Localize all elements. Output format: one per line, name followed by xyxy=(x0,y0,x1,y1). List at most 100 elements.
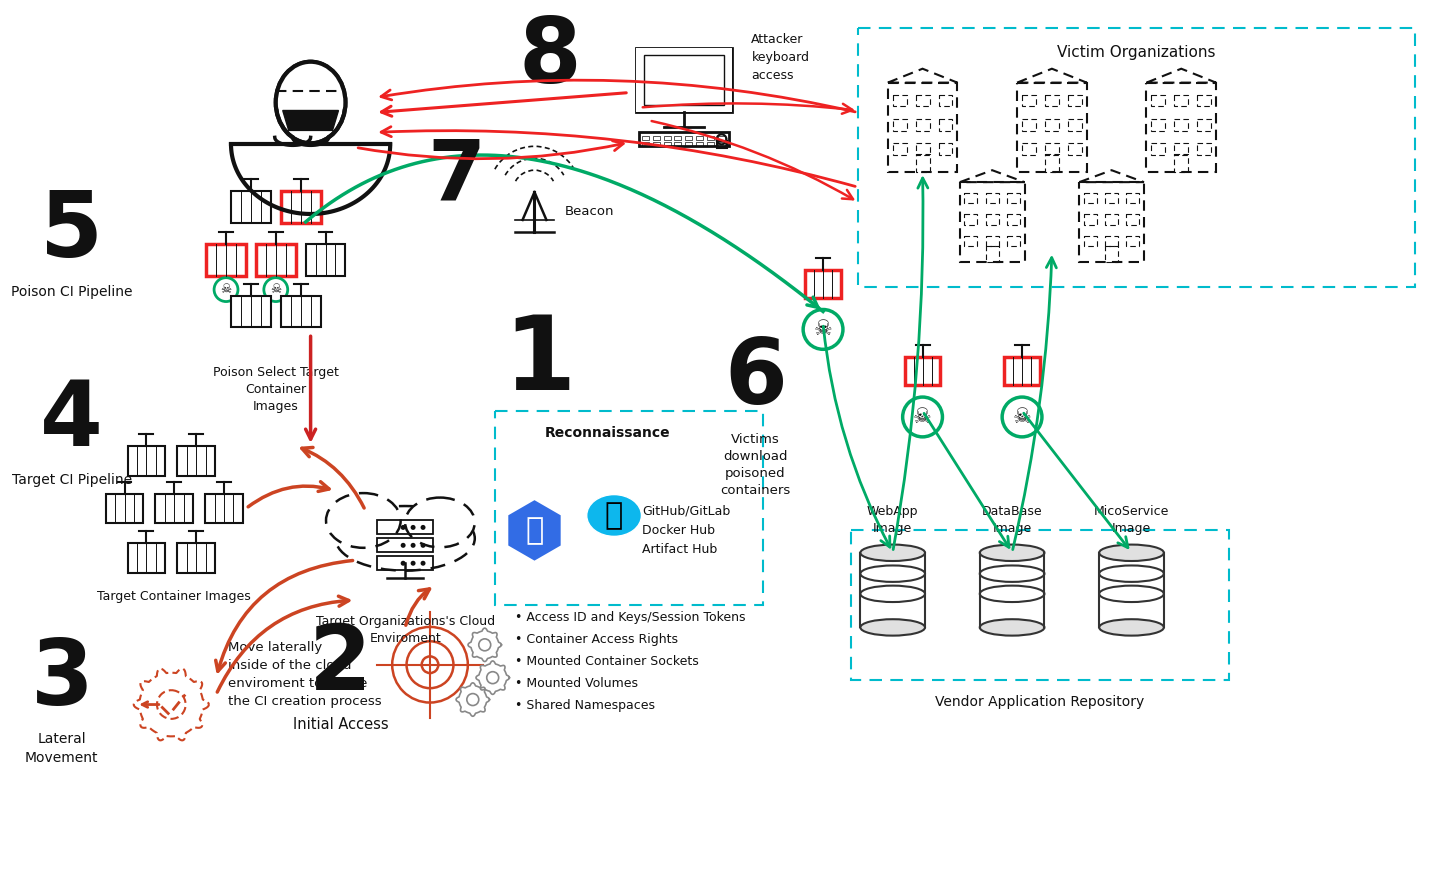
Bar xyxy=(1045,154,1058,172)
Bar xyxy=(106,494,143,523)
Bar xyxy=(377,556,432,570)
Bar xyxy=(905,357,941,385)
Bar xyxy=(1151,94,1166,107)
Bar xyxy=(674,136,682,141)
Bar xyxy=(1022,119,1035,131)
Bar xyxy=(707,136,713,141)
Text: Poison CI Pipeline: Poison CI Pipeline xyxy=(11,285,133,299)
Bar xyxy=(915,119,929,131)
Bar xyxy=(915,154,929,172)
Text: 1: 1 xyxy=(503,311,576,412)
Text: MicoService
Image: MicoService Image xyxy=(1094,506,1169,536)
Text: Initial Access: Initial Access xyxy=(292,717,388,732)
Bar xyxy=(1106,214,1118,225)
Text: Beacon: Beacon xyxy=(564,206,614,218)
Bar xyxy=(377,538,432,553)
Bar xyxy=(985,214,998,225)
Bar xyxy=(964,236,977,247)
Text: 2: 2 xyxy=(309,620,372,708)
Bar xyxy=(1084,193,1097,203)
Ellipse shape xyxy=(861,545,925,561)
Bar xyxy=(636,48,732,112)
Bar xyxy=(888,83,958,172)
Text: 3: 3 xyxy=(30,635,93,724)
Bar xyxy=(305,244,345,276)
Text: Vendor Application Repository: Vendor Application Repository xyxy=(935,694,1144,708)
Bar xyxy=(281,191,321,222)
Bar xyxy=(716,142,726,149)
Text: Reconnaissance: Reconnaissance xyxy=(544,426,670,440)
Bar xyxy=(985,193,998,203)
Text: ☠: ☠ xyxy=(271,283,282,296)
Bar xyxy=(1068,119,1081,131)
Bar xyxy=(696,136,703,141)
Bar xyxy=(964,193,977,203)
Bar xyxy=(1007,193,1020,203)
Ellipse shape xyxy=(861,619,925,635)
Text: 4: 4 xyxy=(40,377,103,465)
Bar xyxy=(1045,143,1058,155)
Text: ☠: ☠ xyxy=(914,407,932,427)
Text: • Shared Namespaces: • Shared Namespaces xyxy=(514,699,654,712)
Bar xyxy=(938,143,952,155)
Bar xyxy=(1197,143,1211,155)
Text: Target Organizations's Cloud
Enviroment: Target Organizations's Cloud Enviroment xyxy=(315,615,494,645)
Text: ☠: ☠ xyxy=(1012,407,1031,427)
Text: • Container Access Rights: • Container Access Rights xyxy=(514,634,677,646)
Circle shape xyxy=(803,310,843,349)
Ellipse shape xyxy=(335,506,475,570)
Bar xyxy=(1084,214,1097,225)
Ellipse shape xyxy=(979,619,1044,635)
Bar xyxy=(494,411,763,605)
Bar xyxy=(231,295,271,328)
Bar xyxy=(915,94,929,107)
Ellipse shape xyxy=(979,545,1044,561)
Bar xyxy=(1127,193,1140,203)
Bar xyxy=(684,136,692,141)
Circle shape xyxy=(401,561,405,566)
Bar xyxy=(206,244,246,276)
Bar xyxy=(1084,236,1097,247)
Bar xyxy=(653,136,660,141)
Circle shape xyxy=(421,525,425,530)
Text: • Mounted Container Sockets: • Mounted Container Sockets xyxy=(514,655,699,668)
Bar xyxy=(1174,94,1189,107)
Text: Target Container Images: Target Container Images xyxy=(97,590,251,603)
Bar xyxy=(851,530,1229,680)
Text: Victims
download
poisoned
containers: Victims download poisoned containers xyxy=(720,433,790,497)
Circle shape xyxy=(411,525,415,530)
Bar xyxy=(256,244,295,276)
Text: ⎈: ⎈ xyxy=(526,516,544,545)
Text: 6: 6 xyxy=(725,336,786,423)
Bar xyxy=(1045,94,1058,107)
Bar xyxy=(915,143,929,155)
Bar xyxy=(674,142,682,146)
Bar xyxy=(127,446,165,475)
Bar xyxy=(127,543,165,573)
Ellipse shape xyxy=(587,495,642,537)
Bar xyxy=(938,119,952,131)
Bar xyxy=(644,55,723,104)
Circle shape xyxy=(411,543,415,548)
Bar xyxy=(985,236,998,247)
Bar xyxy=(663,136,670,141)
Circle shape xyxy=(421,543,425,548)
Bar xyxy=(805,270,841,297)
Circle shape xyxy=(215,278,238,302)
Bar xyxy=(1106,193,1118,203)
Bar xyxy=(892,143,906,155)
Ellipse shape xyxy=(1100,619,1164,635)
Circle shape xyxy=(411,561,415,566)
Bar xyxy=(1045,119,1058,131)
Text: DataBase
Image: DataBase Image xyxy=(982,506,1042,536)
Circle shape xyxy=(401,543,405,548)
Bar xyxy=(178,446,215,475)
Bar xyxy=(985,246,998,262)
Bar xyxy=(642,142,649,146)
Bar xyxy=(964,214,977,225)
Bar xyxy=(684,142,692,146)
Text: ☠: ☠ xyxy=(813,320,832,339)
Ellipse shape xyxy=(316,101,328,109)
Text: ☠: ☠ xyxy=(221,283,232,296)
Bar xyxy=(1174,143,1189,155)
